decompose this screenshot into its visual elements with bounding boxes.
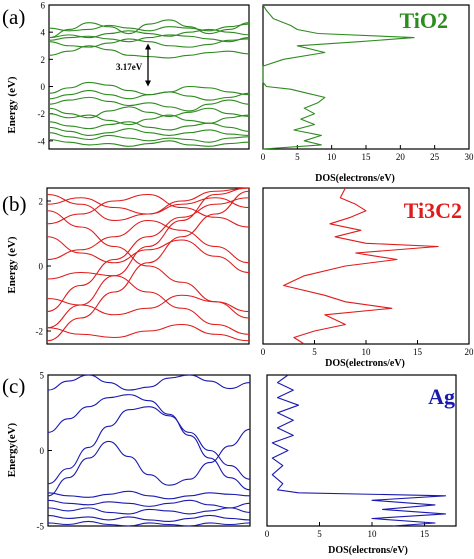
band-line-1-2 — [46, 197, 250, 313]
band-ytick-label-2-0: -5 — [37, 522, 45, 532]
dos-xtick-label-0-1: 5 — [295, 152, 300, 162]
band-line-0-4 — [48, 23, 250, 32]
band-line-1-8 — [46, 294, 250, 316]
band-line-0-13 — [48, 132, 250, 143]
band-ytick-label-0-5: 6 — [41, 1, 46, 11]
dos-xtick-label-2-0: 0 — [265, 529, 270, 539]
ylabel-b: Energy (eV) — [6, 236, 18, 293]
band-line-2-3 — [47, 428, 251, 497]
band-line-0-1 — [48, 38, 250, 48]
dos-curve-2 — [271, 374, 447, 527]
dos-label-ti3c2: Ti3C2 — [404, 198, 462, 223]
band-line-2-8 — [47, 520, 251, 527]
band-line-0-11 — [48, 121, 250, 132]
band-ytick-label-2-1: 0 — [40, 446, 45, 456]
band-ytick-label-2-2: 5 — [40, 371, 45, 381]
band-line-2-1 — [47, 394, 251, 491]
band-line-0-14 — [48, 138, 250, 147]
dos-xtick-label-0-6: 30 — [465, 152, 474, 162]
band-line-0-10 — [48, 113, 250, 126]
band-ytick-label-0-0: -4 — [38, 136, 46, 146]
dos-xtick-label-1-1: 5 — [312, 347, 317, 357]
band-line-1-7 — [46, 193, 250, 228]
band-line-1-10 — [46, 323, 250, 342]
dos-xtick-label-0-4: 20 — [396, 152, 406, 162]
dos-xtick-label-1-4: 20 — [465, 347, 474, 357]
dos-xtick-label-1-0: 0 — [261, 347, 266, 357]
band-line-0-5 — [48, 19, 250, 39]
dos-label-tio2: TiO2 — [399, 8, 448, 33]
band-ytick-label-0-1: -2 — [38, 109, 46, 119]
dos-label-ag: Ag — [428, 384, 455, 409]
band-line-1-0 — [46, 190, 250, 342]
dos-xtick-label-0-5: 25 — [430, 152, 440, 162]
band-line-0-8 — [48, 96, 250, 112]
band-line-1-4 — [46, 219, 250, 264]
band-frame-0 — [48, 4, 250, 150]
band-line-0-9 — [48, 106, 250, 119]
band-ytick-label-0-4: 4 — [41, 28, 46, 38]
panel-label-a: (a) — [2, 5, 25, 29]
panel-label-b: (b) — [2, 192, 27, 216]
band-line-2-6 — [47, 507, 251, 515]
dos-xtick-label-1-3: 15 — [413, 347, 423, 357]
dos-frame-2 — [266, 374, 457, 527]
dos-curve-0 — [262, 4, 415, 150]
band-line-2-2 — [47, 406, 251, 485]
gap-arrow-head-top — [145, 43, 151, 50]
dos-xlabel-a: DOS(electrons/eV) — [315, 173, 395, 184]
dos-xlabel-b: DOS(electrons/eV) — [325, 358, 405, 369]
band-line-2-4 — [47, 490, 251, 500]
band-line-2-0 — [47, 374, 251, 391]
band-ytick-label-1-0: -2 — [36, 327, 44, 337]
dos-xtick-label-2-3: 15 — [420, 529, 430, 539]
band-line-0-12 — [48, 126, 250, 136]
ylabel-a: Energy (eV) — [6, 76, 18, 133]
band-line-1-1 — [46, 187, 250, 329]
band-ytick-label-1-1: 0 — [39, 262, 44, 272]
band-line-1-3 — [46, 271, 250, 335]
dos-curve-1 — [283, 187, 439, 345]
band-ytick-label-0-3: 2 — [41, 55, 46, 65]
band-line-0-7 — [48, 90, 250, 101]
dos-xtick-label-0-2: 10 — [327, 152, 337, 162]
band-line-1-9 — [46, 236, 250, 274]
panel-label-c: (c) — [2, 374, 25, 398]
gap-annotation: 3.17eV — [116, 62, 143, 72]
band-ytick-label-1-2: 2 — [39, 197, 44, 207]
dos-xtick-label-1-2: 10 — [362, 347, 372, 357]
band-line-1-11 — [46, 197, 250, 215]
dos-xtick-label-0-0: 0 — [261, 152, 266, 162]
dos-xtick-label-0-3: 15 — [362, 152, 372, 162]
dos-xtick-label-2-2: 10 — [368, 529, 378, 539]
band-line-2-7 — [47, 514, 251, 523]
dos-xlabel-c: DOS(electrons/eV) — [328, 545, 408, 556]
dos-xtick-label-2-1: 5 — [317, 529, 322, 539]
gap-arrow-head-bottom — [145, 80, 151, 87]
band-line-2-5 — [47, 499, 251, 509]
band-frame-2 — [47, 374, 251, 527]
band-ytick-label-0-2: 0 — [41, 82, 46, 92]
ylabel-c: Energy(eV) — [6, 422, 18, 477]
